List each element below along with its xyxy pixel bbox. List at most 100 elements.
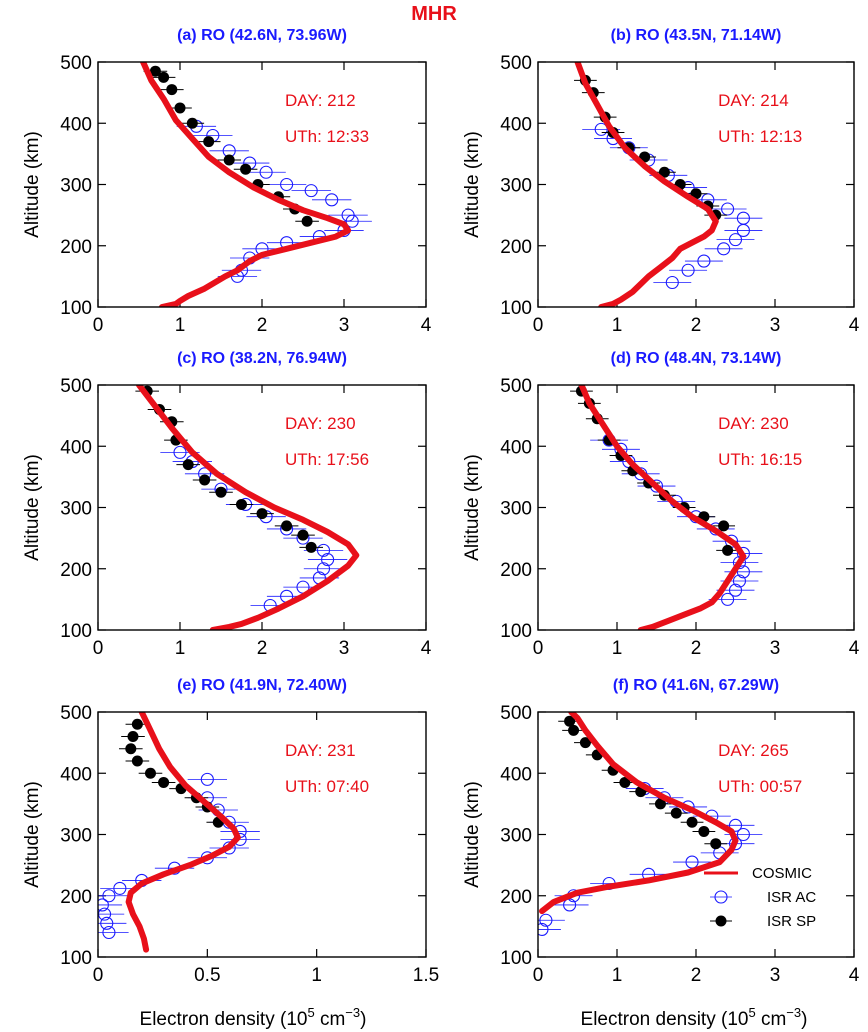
x-tick-label: 3 (770, 315, 781, 336)
y-tick-label: 200 (500, 237, 532, 258)
isr-ac-point (304, 184, 318, 198)
panel-f: (f) RO (41.6N, 67.29W) 0 1 2 3 4 100 200 300 400 5… (462, 677, 860, 986)
isr-sp-point (710, 838, 722, 850)
y-tick-label: 500 (500, 703, 532, 724)
isr-sp-point (166, 84, 178, 96)
isr-sp-point (131, 755, 143, 767)
day-annotation: DAY: 230 (285, 414, 356, 433)
y-tick-label: 500 (60, 376, 92, 397)
isr-ac-point (280, 177, 294, 192)
isr-sp-point (236, 498, 247, 510)
y-tick-label: 300 (500, 499, 532, 520)
figure-title: MHR (411, 3, 457, 25)
isr-sp-point (144, 767, 156, 779)
x-tick-label: 1 (612, 638, 623, 659)
y-axis-label: Altitude (km) (462, 781, 483, 888)
y-tick-label: 100 (60, 621, 92, 642)
y-tick-label: 400 (500, 764, 532, 785)
y-tick-label: 100 (60, 948, 92, 969)
isr-sp-point (568, 724, 580, 736)
isr-sp-point (619, 776, 631, 788)
y-tick-label: 100 (500, 621, 532, 642)
day-annotation: DAY: 214 (718, 91, 789, 110)
isr-sp-point (149, 65, 161, 77)
plot-area (140, 62, 372, 307)
uth-annotation: UTh: 17:56 (285, 450, 369, 469)
x-tick-label: 2 (691, 965, 702, 986)
panel-e: (e) RO (41.9N, 72.40W) 0 0.5 1 1.5 100 200 300 4… (22, 677, 439, 986)
isr-ac-point (102, 889, 116, 903)
x-tick-label: 4 (849, 315, 860, 336)
y-axis-label: Altitude (km) (22, 131, 43, 238)
y-tick-label: 300 (60, 499, 92, 520)
day-annotation: DAY: 231 (285, 741, 356, 760)
isr-ac-point (697, 254, 711, 268)
panel-title: (b) RO (43.5N, 71.14W) (611, 27, 782, 44)
y-tick-label: 500 (500, 53, 532, 74)
isr-ac-point (594, 122, 608, 136)
x-tick-label: 3 (770, 638, 781, 659)
panel-b: (b) RO (43.5N, 71.14W) 0 1 2 3 4 100 200 300 400 5… (462, 27, 860, 336)
x-tick-label: 3 (339, 315, 350, 336)
y-tick-label: 400 (60, 764, 92, 785)
y-tick-label: 300 (60, 826, 92, 847)
isr-sp-point (158, 776, 170, 788)
uth-annotation: UTh: 16:15 (718, 450, 802, 469)
x-tick-label: 0.5 (194, 965, 220, 986)
cosmic-line (578, 385, 747, 630)
isr-ac-point (728, 233, 743, 247)
y-tick-label: 400 (500, 437, 532, 458)
isr-ac-point (721, 202, 735, 216)
isr-sp-point (305, 541, 317, 553)
y-tick-label: 100 (500, 298, 532, 319)
y-axis-label: Altitude (km) (462, 454, 483, 561)
isr-sp-point (698, 825, 710, 837)
x-tick-label: 0 (93, 638, 104, 659)
day-annotation: DAY: 212 (285, 91, 356, 110)
x-tick-label: 1 (175, 638, 186, 659)
y-tick-label: 500 (60, 703, 92, 724)
y-axis-label: Altitude (km) (462, 131, 483, 238)
isr-ac-point (681, 263, 695, 277)
isr-sp-point (125, 743, 137, 755)
y-tick-label: 100 (500, 948, 532, 969)
x-tick-label: 3 (770, 965, 781, 986)
isr-sp-point (690, 188, 702, 200)
isr-ac-point (321, 553, 335, 567)
isr-ac-point (728, 818, 743, 832)
x-tick-label: 1 (311, 965, 322, 986)
x-tick-label: 0 (533, 638, 544, 659)
isr-ac-point (728, 583, 743, 597)
y-tick-label: 200 (60, 887, 92, 908)
isr-ac-point (113, 881, 127, 895)
isr-sp-point (215, 486, 227, 498)
isr-ac-point (173, 445, 187, 459)
y-tick-label: 400 (60, 437, 92, 458)
plot-area (574, 62, 763, 307)
plot-frame (97, 61, 427, 308)
x-tick-label: 0 (93, 315, 104, 336)
isr-ac-point (102, 925, 116, 940)
legend-sp-swatch (715, 915, 727, 927)
x-tick-label: 1.5 (413, 965, 439, 986)
y-tick-label: 200 (60, 560, 92, 581)
panel-d: (d) RO (48.4N, 73.14W) 0 1 2 3 4 100 200 300 400 5… (462, 350, 860, 659)
legend-cosmic-label: COSMIC (752, 865, 812, 882)
uth-annotation: UTh: 00:57 (718, 777, 802, 796)
panels-container: (a) RO (42.6N, 73.96W)0 1 2 3 41002003004005… (22, 27, 860, 986)
y-tick-label: 300 (500, 176, 532, 197)
isr-sp-point (240, 163, 252, 175)
cosmic-line (136, 385, 360, 630)
x-tick-label: 0 (533, 315, 544, 336)
isr-sp-point (718, 520, 730, 532)
isr-ac-point (732, 574, 747, 588)
x-tick-label: 2 (257, 315, 268, 336)
y-axis-label: Altitude (km) (22, 781, 43, 888)
plot-area (98, 712, 260, 953)
isr-sp-point (579, 737, 591, 749)
panel-title: (e) RO (41.9N, 72.40W) (177, 677, 347, 694)
isr-sp-point (199, 474, 211, 486)
isr-ac-point (316, 562, 331, 576)
y-tick-label: 200 (60, 237, 92, 258)
